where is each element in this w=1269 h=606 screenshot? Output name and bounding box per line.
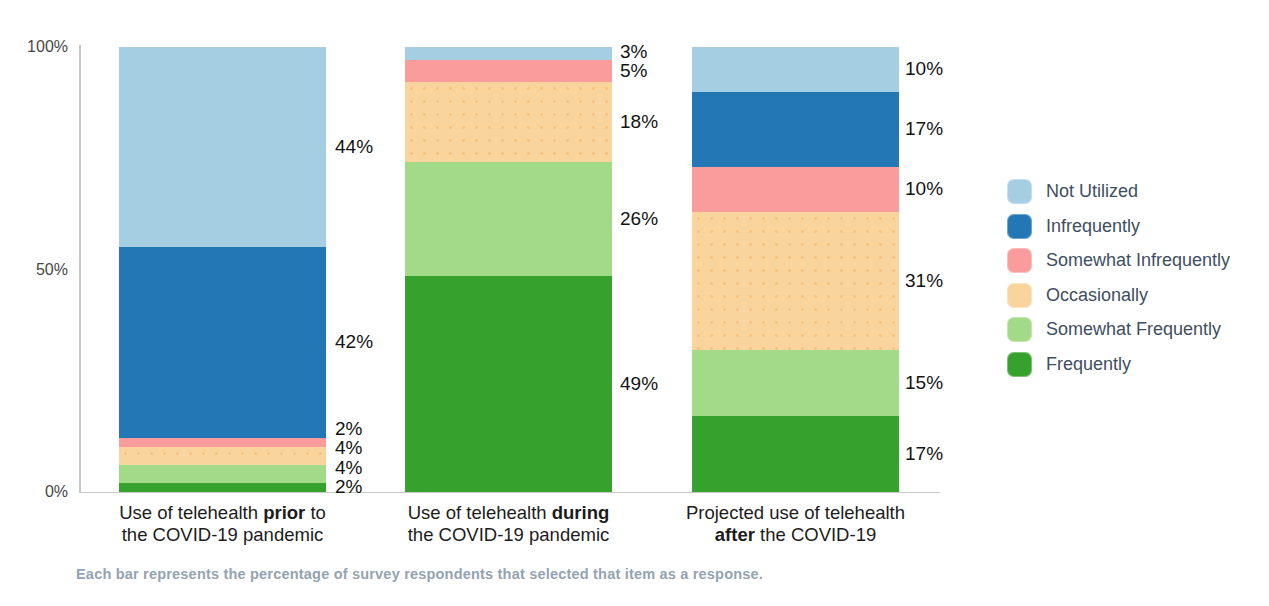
- value-label: 26%: [620, 209, 658, 229]
- x-axis-label-during: Use of telehealth duringthe COVID-19 pan…: [359, 502, 659, 546]
- bar-segment-frequently: [119, 483, 326, 492]
- value-label: 10%: [905, 59, 943, 79]
- bar-segment-somewhat-infrequently: [119, 438, 326, 447]
- value-label: 44%: [335, 137, 373, 157]
- value-label: 31%: [905, 271, 943, 291]
- value-label: 17%: [905, 444, 943, 464]
- x-axis-label-after: Projected use of telehealthafter the COV…: [646, 502, 946, 546]
- bar-segment-not-utilized: [405, 47, 612, 60]
- legend-swatch-icon: [1007, 179, 1032, 204]
- legend-item-somewhat-frequently: Somewhat Frequently: [1007, 317, 1230, 342]
- bar-segment-somewhat-frequently: [692, 350, 899, 417]
- bar-segment-occasionally: [119, 447, 326, 465]
- bar-during: [405, 47, 612, 492]
- legend-label: Frequently: [1046, 354, 1131, 375]
- legend-label: Somewhat Infrequently: [1046, 250, 1230, 271]
- bar-after: [692, 47, 899, 492]
- legend-label: Somewhat Frequently: [1046, 319, 1221, 340]
- legend-label: Not Utilized: [1046, 181, 1138, 202]
- bar-segment-not-utilized: [692, 47, 899, 92]
- legend-item-somewhat-infrequently: Somewhat Infrequently: [1007, 248, 1230, 273]
- legend-label: Infrequently: [1046, 216, 1140, 237]
- bar-segment-infrequently: [119, 247, 326, 438]
- value-label: 5%: [620, 61, 647, 81]
- legend-swatch-icon: [1007, 248, 1032, 273]
- bar-segment-infrequently: [692, 92, 899, 168]
- legend-item-not-utilized: Not Utilized: [1007, 179, 1230, 204]
- value-label: 15%: [905, 373, 943, 393]
- value-label: 42%: [335, 332, 373, 352]
- y-tick-0-: 0%: [8, 482, 68, 502]
- legend: Not Utilized Infrequently Somewhat Infrequ…: [1007, 179, 1230, 386]
- y-axis-line: [79, 45, 81, 492]
- bar-segment-frequently: [405, 276, 612, 492]
- bar-segment-somewhat-infrequently: [692, 167, 899, 212]
- y-tick-100-: 100%: [8, 37, 68, 57]
- value-label: 10%: [905, 179, 943, 199]
- bar-segment-not-utilized: [119, 47, 326, 247]
- value-label: 2%: [335, 477, 362, 497]
- value-label: 3%: [620, 42, 647, 62]
- legend-item-occasionally: Occasionally: [1007, 283, 1230, 308]
- telehealth-usage-chart: 100%50%0% 44%42%2%4%4%2%3%5%18%26%49%10%…: [0, 0, 1269, 606]
- y-tick-50-: 50%: [8, 260, 68, 280]
- bar-segment-somewhat-frequently: [405, 162, 612, 277]
- value-label: 4%: [335, 438, 362, 458]
- bar-segment-somewhat-infrequently: [405, 60, 612, 82]
- bar-segment-somewhat-frequently: [119, 465, 326, 483]
- bar-segment-occasionally: [692, 212, 899, 350]
- legend-swatch-icon: [1007, 317, 1032, 342]
- value-label: 4%: [335, 458, 362, 478]
- legend-label: Occasionally: [1046, 285, 1148, 306]
- legend-item-infrequently: Infrequently: [1007, 214, 1230, 239]
- bar-prior: [119, 47, 326, 492]
- value-label: 2%: [335, 419, 362, 439]
- value-label: 49%: [620, 374, 658, 394]
- bar-segment-occasionally: [405, 82, 612, 161]
- legend-swatch-icon: [1007, 352, 1032, 377]
- legend-swatch-icon: [1007, 283, 1032, 308]
- bar-segment-frequently: [692, 416, 899, 492]
- legend-item-frequently: Frequently: [1007, 352, 1230, 377]
- legend-swatch-icon: [1007, 214, 1032, 239]
- value-label: 17%: [905, 119, 943, 139]
- x-axis-label-prior: Use of telehealth prior tothe COVID-19 p…: [73, 502, 373, 546]
- value-label: 18%: [620, 112, 658, 132]
- chart-caption: Each bar represents the percentage of su…: [76, 566, 763, 582]
